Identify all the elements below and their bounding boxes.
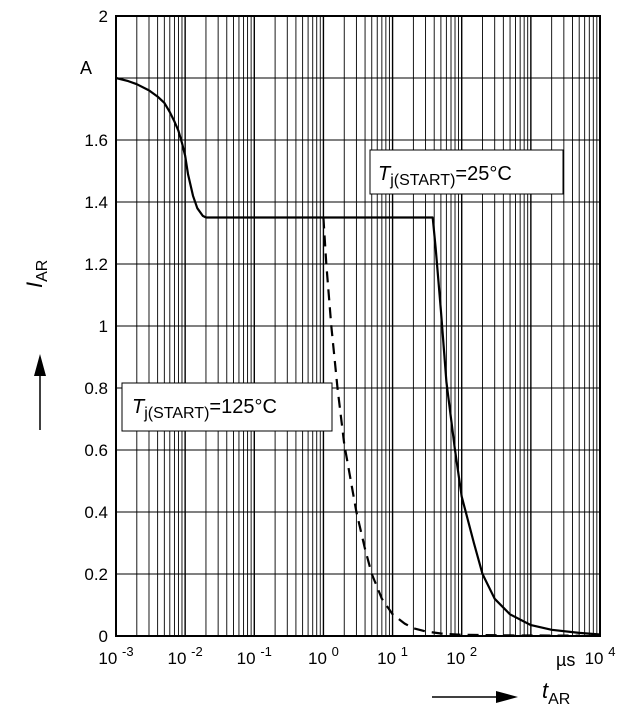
x-tick-label: 10 -3: [98, 644, 133, 668]
annotation-tj-125: Tj(START)=125°C: [121, 382, 333, 432]
svg-text:Tj(START)=25°C: Tj(START)=25°C: [378, 163, 512, 189]
y-tick-label: 1.4: [84, 193, 108, 212]
plot-frame: [115, 15, 601, 637]
y-unit-label: A: [80, 58, 92, 78]
y-tick-label: 0.2: [84, 565, 108, 584]
x-tick-label: 10 0: [308, 644, 339, 668]
x-tick-labels: 10 -3 10 -2 10 -1 10 0 10 1 10 2 10 4: [98, 644, 615, 668]
x-tick-label: 10 2: [446, 644, 477, 668]
y-axis-label: IAR: [22, 260, 51, 288]
x-tick-label: 10 -1: [237, 644, 272, 668]
y-axis-arrow: [34, 354, 46, 430]
x-unit-label: µs: [556, 650, 575, 670]
y-tick-label: 1.6: [84, 131, 108, 150]
y-tick-label: 0: [99, 627, 108, 646]
series-line-dashed: [322, 217, 580, 637]
y-tick-label: 1.2: [84, 255, 108, 274]
grid: [116, 16, 600, 636]
y-tick-label: 0.6: [84, 441, 108, 460]
annotation-tj-25: Tj(START)=25°C: [369, 149, 564, 195]
x-tick-label: 10 -2: [168, 644, 203, 668]
y-tick-label: 0.4: [84, 503, 108, 522]
x-tick-label: 10 1: [377, 644, 408, 668]
y-tick-labels: 0 0.2 0.4 0.6 0.8 1 1.2 1.4 1.6 2: [84, 7, 108, 646]
x-axis-arrow: [432, 691, 518, 703]
series-group: [115, 76, 601, 637]
x-tick-label: 10 4: [585, 644, 616, 668]
y-tick-label: 2: [99, 7, 108, 26]
y-tick-label: 1: [99, 317, 108, 336]
x-axis-label: tAR: [542, 678, 570, 708]
svg-text:Tj(START)=125°C: Tj(START)=125°C: [132, 396, 277, 422]
y-tick-label: 0.8: [84, 379, 108, 398]
